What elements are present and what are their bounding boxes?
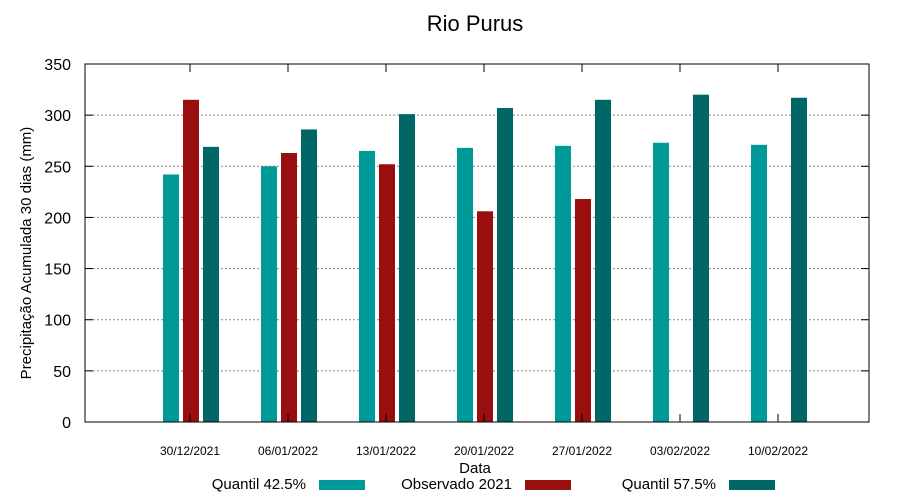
legend-swatch-2 (729, 480, 775, 490)
legend-label-2: Quantil 57.5% (622, 476, 716, 493)
chart-title: Rio Purus (427, 11, 524, 36)
bar-2-1 (301, 129, 317, 422)
y-tick-label-2: 100 (44, 313, 71, 330)
y-tick-labels: 0 50 100 150 200 250 300 350 (44, 57, 71, 432)
x-tick-label-5: 03/02/2022 (650, 444, 710, 458)
bar-2-4 (595, 99, 611, 423)
bar-2-6 (791, 97, 807, 423)
bar-1-4 (575, 199, 591, 422)
legend-label-1: Observado 2021 (401, 476, 512, 493)
bar-2-3 (497, 107, 513, 423)
bar-1-0 (183, 99, 199, 423)
x-axis-label: Data (459, 460, 491, 477)
y-axis-label: Precipitação Acumulada 30 dias (mm) (18, 127, 35, 380)
legend-swatch-0 (319, 480, 365, 490)
bar-0-1 (261, 166, 277, 422)
x-tick-label-2: 13/01/2022 (356, 444, 416, 458)
bar-0-4 (555, 145, 571, 423)
legend: Quantil 42.5% Observado 2021 Quantil 57.5% (212, 476, 775, 493)
axis-ticks (85, 63, 869, 423)
x-tick-label-3: 20/01/2022 (454, 444, 514, 458)
bar-2-5 (693, 94, 709, 422)
y-tick-label-6: 300 (44, 108, 71, 125)
bar-0-3 (457, 147, 473, 423)
bar-2-2 (399, 114, 415, 423)
y-tick-label-0: 0 (62, 415, 71, 432)
y-tick-label-1: 50 (53, 364, 71, 381)
x-tick-label-6: 10/02/2022 (748, 444, 808, 458)
plot-frame (84, 63, 870, 423)
legend-swatch-1 (525, 480, 571, 490)
bar-2-0 (203, 146, 219, 422)
y-tick-label-4: 200 (44, 210, 71, 227)
bar-1-3 (477, 211, 493, 422)
y-tick-label-5: 250 (44, 159, 71, 176)
bars (163, 94, 807, 423)
bar-1-2 (379, 164, 395, 423)
bar-0-0 (163, 174, 179, 422)
bar-1-1 (281, 152, 297, 422)
y-tick-label-7: 350 (44, 57, 71, 74)
x-tick-label-1: 06/01/2022 (258, 444, 318, 458)
legend-label-0: Quantil 42.5% (212, 476, 306, 493)
y-tick-label-3: 150 (44, 262, 71, 279)
x-tick-label-0: 30/12/2021 (160, 444, 220, 458)
bar-0-2 (359, 150, 375, 422)
bar-0-5 (653, 142, 669, 422)
x-tick-label-4: 27/01/2022 (552, 444, 612, 458)
bar-0-6 (751, 144, 767, 422)
x-tick-labels: 30/12/2021 06/01/2022 13/01/2022 20/01/2022… (160, 444, 808, 458)
